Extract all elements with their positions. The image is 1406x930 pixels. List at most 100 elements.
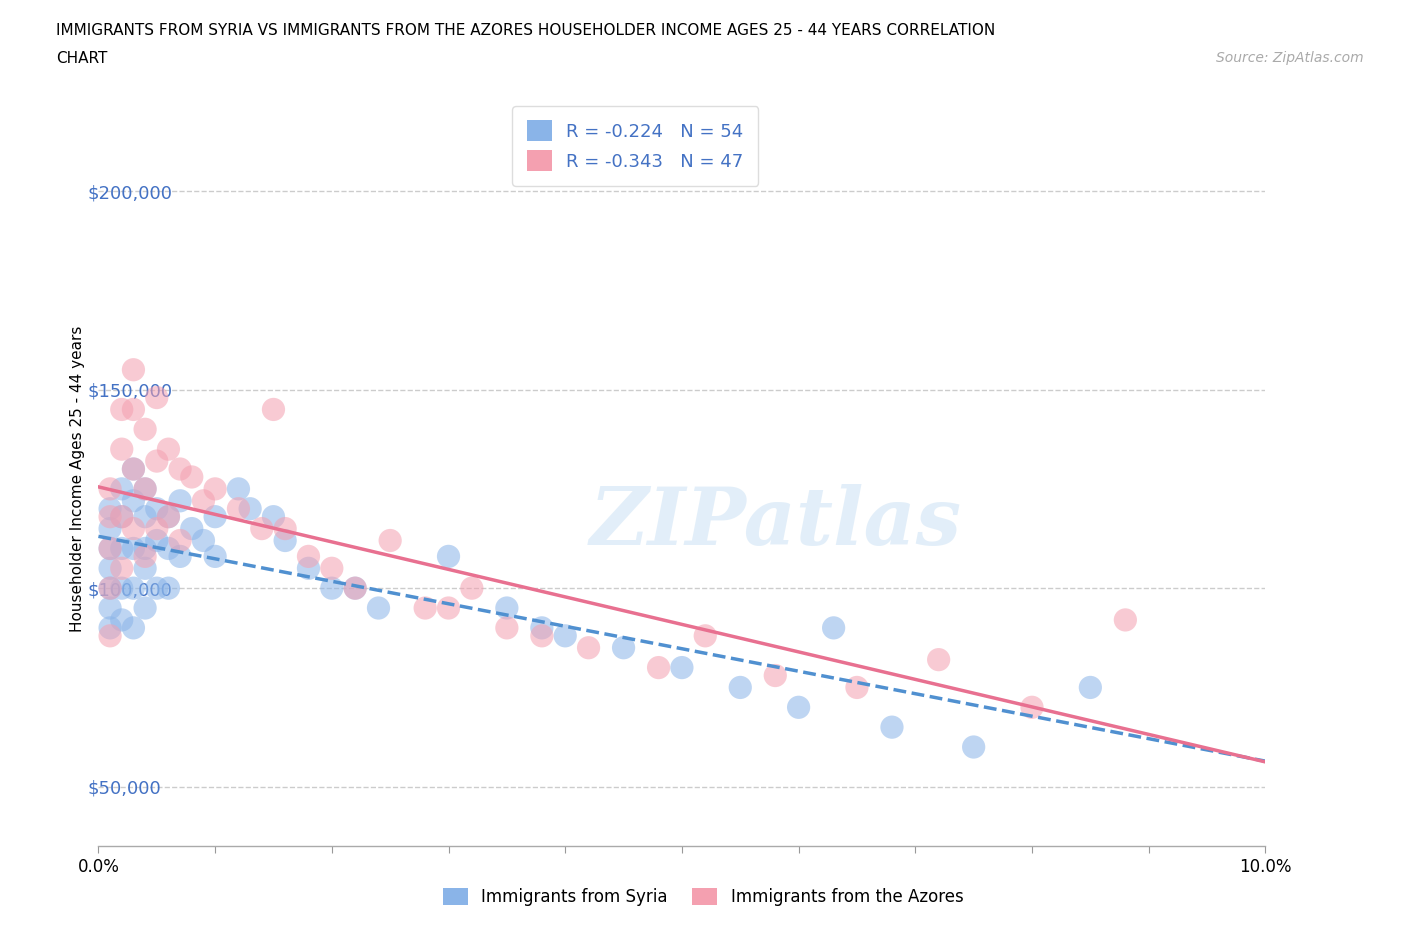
Point <box>98 482 121 497</box>
Point <box>157 510 180 525</box>
Point <box>239 501 262 516</box>
Point <box>530 620 553 635</box>
Legend: R = -0.224   N = 54, R = -0.343   N = 47: R = -0.224 N = 54, R = -0.343 N = 47 <box>512 106 758 186</box>
Point <box>695 629 717 644</box>
Point <box>461 580 484 595</box>
Point <box>111 402 134 417</box>
Y-axis label: Householder Income Ages 25 - 44 years: Householder Income Ages 25 - 44 years <box>69 326 84 632</box>
Point <box>134 422 156 437</box>
Point <box>787 700 810 715</box>
Point <box>157 442 180 457</box>
Point <box>763 668 786 683</box>
Point <box>496 620 519 635</box>
Point <box>169 493 191 508</box>
Point <box>122 521 145 536</box>
Point <box>647 660 669 675</box>
Point <box>122 461 145 476</box>
Point <box>98 510 121 525</box>
Point <box>122 363 145 378</box>
Point <box>671 660 693 675</box>
Point <box>321 561 343 576</box>
Point <box>146 580 169 595</box>
Text: IMMIGRANTS FROM SYRIA VS IMMIGRANTS FROM THE AZORES HOUSEHOLDER INCOME AGES 25 -: IMMIGRANTS FROM SYRIA VS IMMIGRANTS FROM… <box>56 23 995 38</box>
Point <box>180 470 202 485</box>
Point <box>554 629 576 644</box>
Point <box>122 461 145 476</box>
Point <box>157 580 180 595</box>
Point <box>228 501 250 516</box>
Point <box>98 541 121 556</box>
Point <box>169 461 191 476</box>
Point <box>111 510 134 525</box>
Point <box>134 510 156 525</box>
Point <box>297 561 319 576</box>
Point <box>823 620 845 635</box>
Point <box>262 402 284 417</box>
Point <box>157 510 180 525</box>
Point <box>180 521 202 536</box>
Point <box>134 549 156 564</box>
Point <box>98 541 121 556</box>
Point <box>122 580 145 595</box>
Point <box>274 521 297 536</box>
Point <box>98 561 121 576</box>
Point <box>122 493 145 508</box>
Point <box>1080 680 1102 695</box>
Point <box>111 510 134 525</box>
Point <box>204 510 226 525</box>
Point <box>928 652 950 667</box>
Point <box>344 580 367 595</box>
Point <box>169 533 191 548</box>
Point <box>193 533 215 548</box>
Point <box>111 561 134 576</box>
Point <box>204 482 226 497</box>
Point <box>122 402 145 417</box>
Point <box>530 629 553 644</box>
Point <box>98 580 121 595</box>
Point <box>344 580 367 595</box>
Point <box>612 640 634 655</box>
Point <box>437 549 460 564</box>
Point <box>157 541 180 556</box>
Point <box>122 541 145 556</box>
Legend: Immigrants from Syria, Immigrants from the Azores: Immigrants from Syria, Immigrants from t… <box>436 881 970 912</box>
Point <box>111 482 134 497</box>
Point <box>146 533 169 548</box>
Point <box>146 390 169 405</box>
Text: ZIPatlas: ZIPatlas <box>589 485 962 562</box>
Point <box>98 501 121 516</box>
Point <box>730 680 752 695</box>
Point <box>578 640 600 655</box>
Point <box>228 482 250 497</box>
Point <box>134 482 156 497</box>
Point <box>169 549 191 564</box>
Point <box>437 601 460 616</box>
Point <box>367 601 389 616</box>
Point <box>111 442 134 457</box>
Point <box>98 620 121 635</box>
Point <box>297 549 319 564</box>
Point <box>146 454 169 469</box>
Point <box>146 501 169 516</box>
Point <box>122 620 145 635</box>
Point <box>204 549 226 564</box>
Point <box>321 580 343 595</box>
Point <box>98 601 121 616</box>
Point <box>274 533 297 548</box>
Point <box>134 541 156 556</box>
Point <box>193 493 215 508</box>
Point <box>262 510 284 525</box>
Point <box>134 601 156 616</box>
Text: CHART: CHART <box>56 51 108 66</box>
Point <box>111 580 134 595</box>
Point <box>146 521 169 536</box>
Point <box>111 541 134 556</box>
Point <box>250 521 273 536</box>
Point <box>496 601 519 616</box>
Point <box>134 561 156 576</box>
Point <box>413 601 436 616</box>
Point <box>134 482 156 497</box>
Point <box>1114 613 1136 628</box>
Point <box>380 533 402 548</box>
Point <box>880 720 903 735</box>
